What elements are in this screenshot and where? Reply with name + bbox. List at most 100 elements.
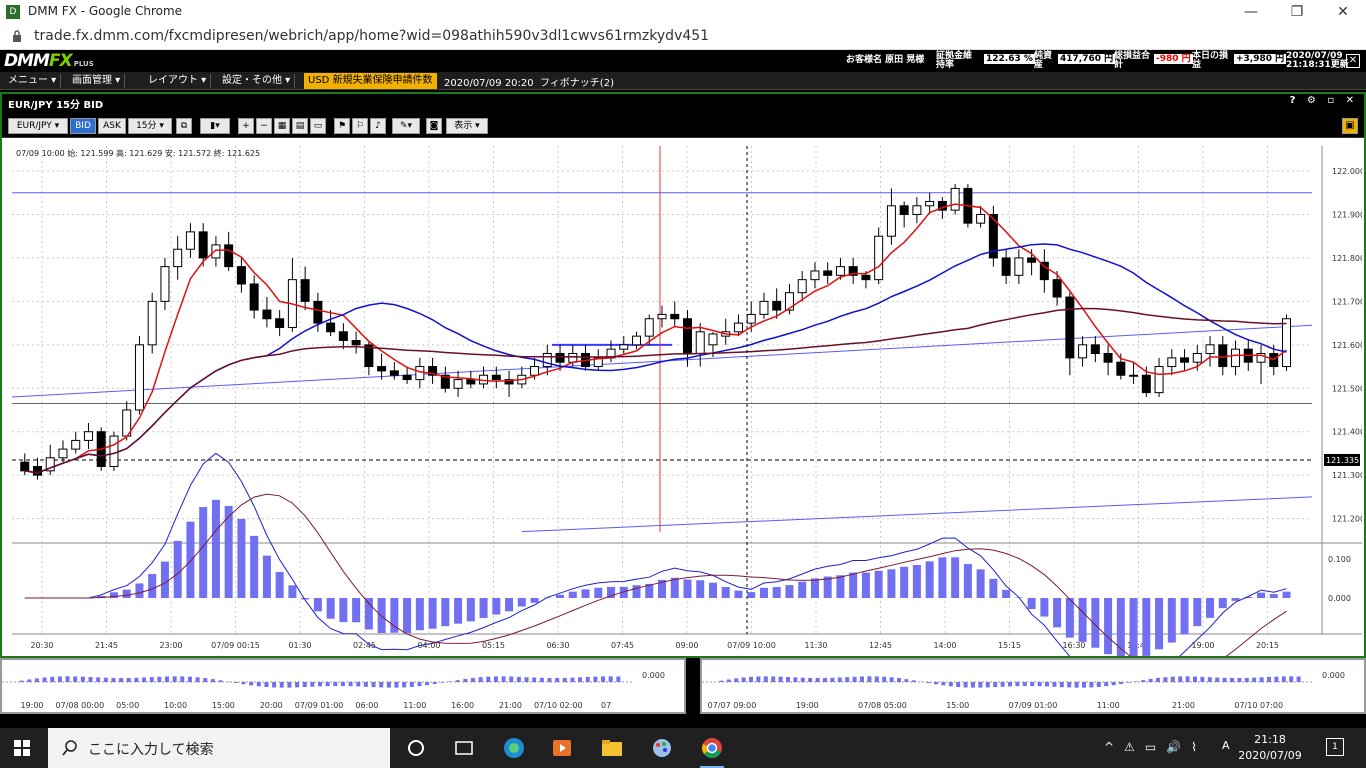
macd-bar [492,598,501,615]
lock-icon [13,30,21,42]
macd-bar [836,575,845,598]
app-header: DMMFX PLUS お客様名 原田 晃様 証拠金維持率 122.63 % 純資産… [0,50,1366,72]
candle-body [160,266,170,302]
candle-body [848,266,858,276]
alert-icon[interactable]: ♪ [370,118,386,134]
news-ticker[interactable]: USD 新規失業保険申請件数 [304,73,437,89]
macd-bar [1133,681,1138,682]
macd-bar [356,682,361,687]
macd-bar [340,682,345,687]
x-tick-label: 21:00 [1172,701,1195,710]
menu-item-screen[interactable]: 画面管理 ▾ [68,74,126,88]
macd-bar [160,561,169,598]
candle-body [313,300,323,324]
macd-bar [88,677,93,682]
menu-item-layout[interactable]: レイアウト ▾ [144,74,212,88]
draw-tool-icon[interactable]: ✎▾ [392,118,420,134]
media-icon[interactable] [550,736,574,760]
chrome-icon[interactable] [700,736,724,760]
candlestick-chart[interactable]: 122.000 121.900 121.800 121.700 121.600 121.5… [11,146,1365,692]
macd-bar [165,676,169,682]
x-tick-label: 19:00 [20,701,43,710]
order-icon[interactable]: ⚑ [334,118,350,134]
menu-item-menu[interactable]: メニュー ▾ [4,74,62,88]
signal-line [24,493,1287,675]
macd-bar [440,682,445,683]
menu-item-settings[interactable]: 設定・その他 ▾ [218,74,296,88]
macd-bar [432,682,437,685]
macd-bar [763,676,768,682]
grid-icon[interactable]: ▦ [274,118,290,134]
close-button[interactable]: ✕ [1337,4,1349,20]
timeframe-select[interactable]: 15分 ▾ [128,118,172,134]
macd-bar [785,585,794,598]
macd-bar [417,682,422,687]
macd-bar [1222,677,1227,682]
zoom-out-icon[interactable]: − [256,118,272,134]
edge-icon[interactable] [502,736,526,760]
taskbar-search[interactable]: ここに入力して検索 [48,728,390,768]
macd-bar [823,677,827,682]
position-icon[interactable]: ⚐ [352,118,368,134]
chart-toolbar: EUR/JPY ▾ BID ASK 15分 ▾ ⧉ ▮▾ + − ▦ ▤ ▭ ⚑… [2,110,1364,138]
paint-icon[interactable] [650,736,674,760]
system-tray[interactable]: ^⚠▭🔊⌇ [1104,740,1207,754]
display-menu[interactable]: 表示 ▾ [446,118,488,134]
screenshot-icon[interactable]: ◙ [426,118,442,134]
minimize-button[interactable]: — [1244,4,1258,20]
macd-bar [1167,598,1176,643]
cortana-icon[interactable] [404,736,428,760]
address-bar[interactable]: trade.fx.dmm.com/fxcmdipresen/webrich/ap… [0,24,1366,50]
ask-button[interactable]: ASK [98,118,126,134]
logout-icon[interactable]: ✕ [1346,54,1360,68]
zoom-in-icon[interactable]: + [238,118,254,134]
folder-icon[interactable] [600,736,624,760]
x-tick-label: 20:15 [1256,641,1279,650]
candle-body [1231,348,1241,368]
maximize-button[interactable]: ❐ [1290,4,1304,20]
x-tick-label: 17:45 [1127,641,1150,650]
macd-bar [594,587,603,598]
x-tick-label: 06:30 [546,641,569,650]
candle-body [1192,353,1202,363]
macd-bar [1230,677,1234,682]
bid-button[interactable]: BID [70,118,96,134]
macd-bar [1022,682,1027,687]
macd-bar [1155,598,1164,650]
macd-bar [27,679,32,682]
chart-area[interactable]: 122.000 121.900 121.800 121.700 121.600 121.5… [11,146,1365,692]
y-tick-label: 122.000 [1332,167,1362,176]
macd-bar [1104,682,1109,687]
macd-bar [363,682,368,687]
candle-body [351,339,361,346]
candle-body [670,313,680,320]
macd-bar [390,598,399,633]
macd-bar [173,540,182,598]
macd-bar [581,589,590,598]
candle-body [20,461,30,472]
macd-bar [80,676,85,682]
macd-bar [1059,682,1064,688]
task-view-icon[interactable] [452,736,476,760]
chart-type-icon[interactable]: ▮▾ [200,118,230,134]
windows-start-icon[interactable] [14,740,30,756]
macd-bar [428,598,437,629]
expand-icon[interactable]: ▣ [1342,118,1358,134]
macd-bar [50,676,55,682]
window-icon[interactable]: ▭ [310,118,326,134]
pair-select[interactable]: EUR/JPY ▾ [8,118,68,134]
link-icon[interactable]: ⧉ [176,118,192,134]
notification-icon[interactable]: 1 [1326,738,1344,756]
macd-bar [874,570,883,598]
window-controls[interactable]: ? ⚙ ▫ ✕ [1289,95,1358,106]
macd-bar [1156,677,1160,682]
macd-bar [348,682,353,687]
candle-body [415,366,425,381]
fit-icon[interactable]: ▤ [292,118,308,134]
ime-indicator[interactable]: A [1222,739,1230,752]
clock[interactable]: 21:18 2020/07/09 [1238,733,1302,762]
update-time: 2020/07/09 21:18:31更新 [1286,51,1349,70]
x-tick-label: 07/09 00:15 [211,641,260,650]
candle-body [555,353,565,363]
macd-bar [1027,598,1036,610]
